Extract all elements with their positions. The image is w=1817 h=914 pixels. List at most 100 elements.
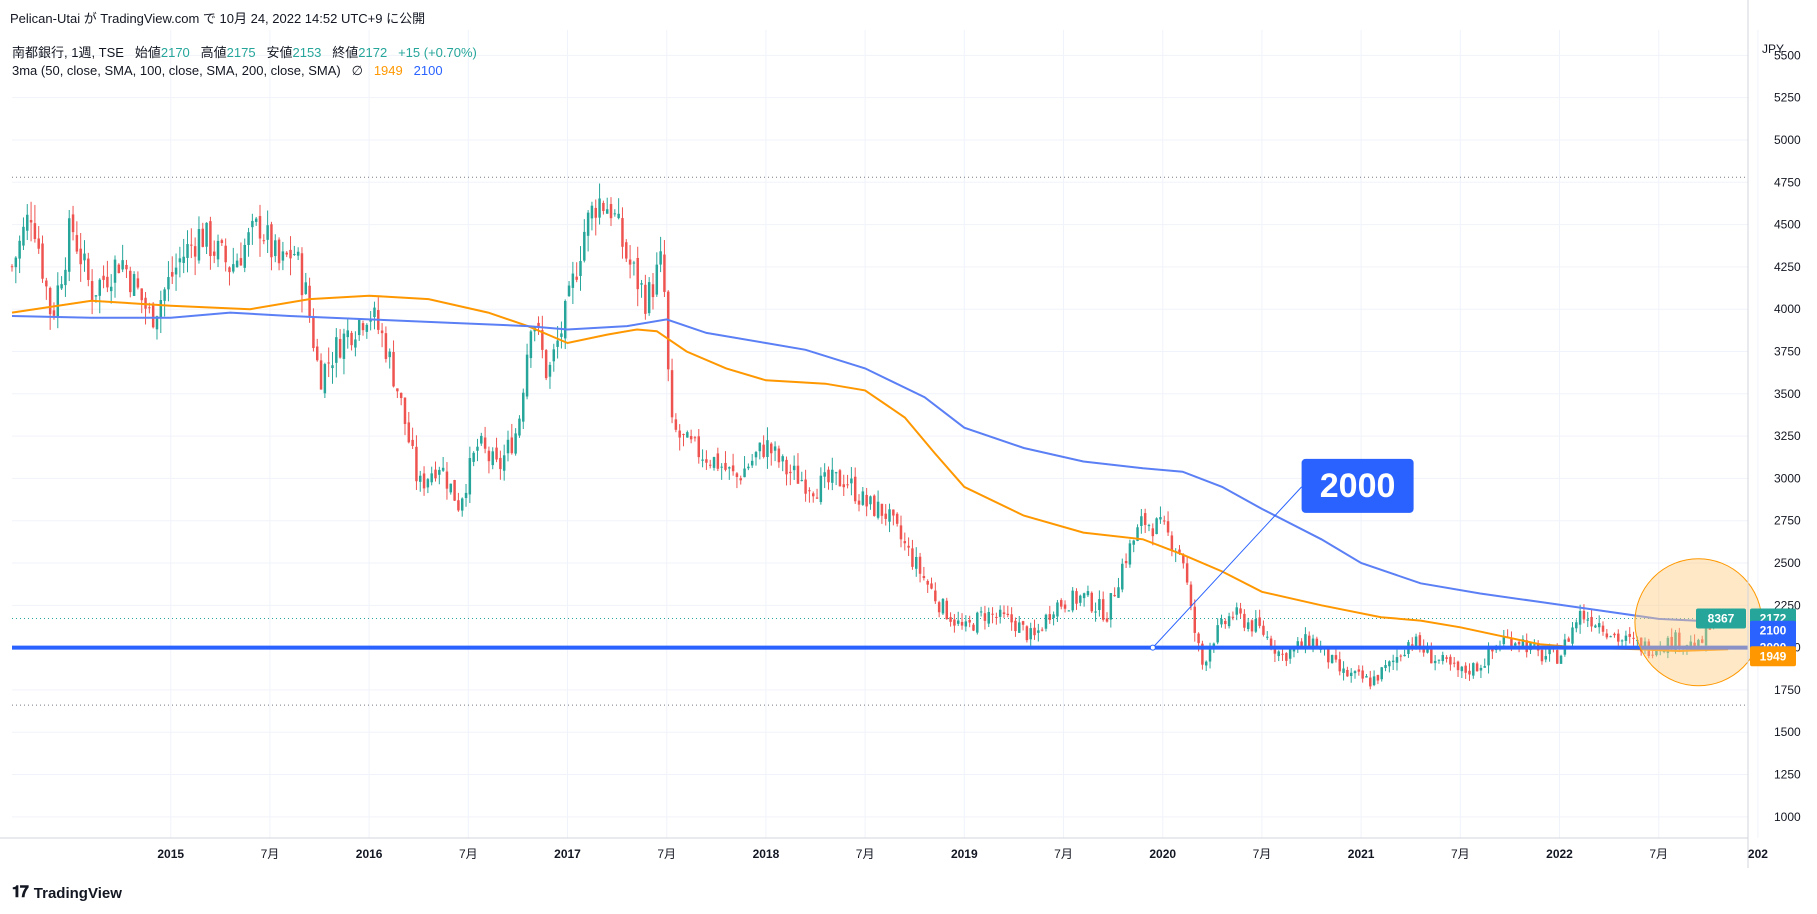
candle-body	[1487, 648, 1490, 666]
candle-body	[365, 324, 369, 332]
candle-body	[991, 613, 994, 615]
candle-body	[682, 434, 685, 436]
x-tick-label: 7月	[657, 847, 676, 861]
candle-body	[1678, 632, 1681, 649]
candle-body	[48, 287, 52, 315]
candle-body	[1414, 636, 1418, 649]
candle-body	[1163, 520, 1166, 522]
candle-body	[480, 435, 483, 444]
candle-body	[1380, 667, 1383, 680]
candle-body	[464, 492, 468, 499]
candle-body	[762, 444, 765, 457]
candle-body	[1700, 639, 1704, 643]
candle-body	[1613, 633, 1616, 636]
tradingview-brand[interactable]: 𝟏𝟕 TradingView	[12, 884, 122, 902]
candle-body	[674, 419, 678, 430]
candle-body	[388, 351, 391, 358]
candle-body	[45, 280, 48, 287]
candle-body	[937, 602, 941, 613]
candle-body	[506, 439, 510, 454]
candle-body	[151, 303, 155, 328]
candle-body	[1575, 622, 1578, 629]
candle-body	[453, 480, 456, 501]
candle-body	[1342, 668, 1345, 673]
candle-body	[785, 459, 788, 475]
candle-body	[579, 261, 582, 276]
candle-body	[399, 392, 403, 399]
candle-body	[258, 216, 262, 239]
candle-body	[945, 600, 949, 620]
candle-body	[300, 253, 304, 296]
candle-body	[586, 212, 590, 236]
candle-body	[625, 242, 628, 259]
candle-body	[403, 397, 407, 425]
candle-body	[129, 270, 132, 293]
candle-body	[583, 231, 586, 261]
candle-body	[880, 503, 884, 516]
candle-body	[1075, 591, 1078, 604]
y-tick-label: 3250	[1774, 429, 1801, 443]
candle-body	[449, 483, 453, 493]
candle-body	[407, 422, 411, 443]
candle-body	[632, 262, 636, 264]
y-tick-label: 1000	[1774, 810, 1801, 824]
candle-body	[293, 253, 296, 255]
candle-body	[541, 330, 544, 350]
x-tick-label: 7月	[261, 847, 280, 861]
x-tick-label: 7月	[1253, 847, 1272, 861]
candle-body	[1468, 670, 1471, 675]
candle-body	[1369, 677, 1372, 687]
candle-body	[476, 446, 479, 451]
y-tick-label: 1500	[1774, 725, 1801, 739]
candle-body	[26, 214, 29, 231]
candle-body	[560, 333, 563, 337]
y-tick-label: 3000	[1774, 471, 1801, 485]
candle-body	[1018, 622, 1021, 633]
candle-body	[1605, 633, 1609, 638]
candle-body	[1136, 527, 1139, 541]
candle-body	[338, 338, 342, 358]
candle-body	[1315, 638, 1319, 649]
y-tick-label: 1250	[1774, 768, 1801, 782]
candle-body	[1002, 612, 1006, 615]
candle-body	[1555, 650, 1559, 664]
symbol-info[interactable]: 南都銀行, 1週, TSE	[12, 45, 124, 60]
candle-body	[895, 513, 899, 524]
candle-body	[1266, 636, 1269, 638]
y-tick-label: 5500	[1774, 48, 1801, 62]
brand-name: TradingView	[33, 884, 122, 902]
candle-body	[1586, 619, 1589, 621]
candle-body	[869, 496, 872, 505]
price-tag-label: 2100	[1760, 624, 1787, 638]
ma-indicator-label[interactable]: 3ma (50, close, SMA, 100, close, SMA, 20…	[12, 63, 341, 78]
candle-body	[121, 260, 124, 270]
candle-body	[1411, 644, 1414, 646]
candle-body	[308, 285, 311, 318]
candle-body	[823, 472, 826, 477]
candle-body	[1170, 535, 1174, 551]
candle-body	[1044, 614, 1048, 629]
candle-body	[663, 254, 666, 292]
candle-body	[254, 218, 258, 222]
candle-body	[304, 282, 308, 294]
candle-body	[552, 349, 556, 362]
legend-ma: 3ma (50, close, SMA, 100, close, SMA, 20…	[12, 63, 443, 79]
candle-body	[667, 291, 670, 370]
candle-body	[1098, 599, 1101, 611]
y-tick-label: 3750	[1774, 345, 1801, 359]
candle-body	[1617, 633, 1620, 642]
candle-body	[1697, 639, 1700, 649]
candle-body	[1365, 676, 1368, 678]
open-value: 2170	[160, 45, 190, 60]
candle-body	[1021, 621, 1025, 625]
candle-body	[1582, 610, 1586, 620]
candle-body	[773, 446, 777, 451]
candle-body	[567, 285, 571, 297]
candle-body	[1609, 636, 1612, 638]
candle-body	[1327, 648, 1330, 663]
candle-body	[117, 264, 121, 274]
candle-body	[1334, 655, 1338, 660]
y-tick-label: 4250	[1774, 260, 1801, 274]
candle-body	[106, 276, 109, 288]
